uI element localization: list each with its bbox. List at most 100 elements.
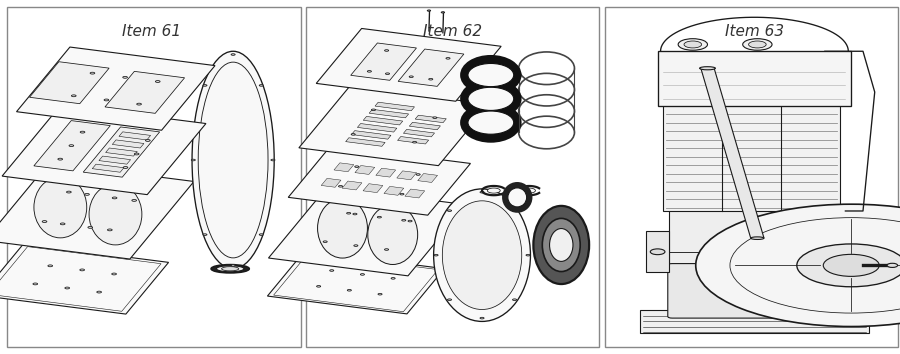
- Ellipse shape: [217, 266, 244, 272]
- Ellipse shape: [462, 80, 520, 118]
- Circle shape: [231, 265, 235, 266]
- Polygon shape: [403, 130, 435, 137]
- Bar: [640, 309, 868, 333]
- Circle shape: [137, 103, 141, 105]
- Polygon shape: [415, 115, 446, 122]
- Circle shape: [317, 286, 320, 287]
- Text: Item 61: Item 61: [122, 24, 181, 39]
- Circle shape: [512, 299, 517, 301]
- Polygon shape: [334, 163, 354, 172]
- Polygon shape: [355, 166, 374, 175]
- FancyBboxPatch shape: [668, 264, 817, 318]
- Circle shape: [441, 12, 445, 13]
- Circle shape: [80, 131, 85, 133]
- Circle shape: [351, 133, 356, 135]
- Circle shape: [329, 270, 334, 271]
- Circle shape: [346, 212, 351, 214]
- Circle shape: [88, 227, 93, 228]
- Circle shape: [48, 265, 52, 267]
- Circle shape: [367, 70, 372, 72]
- Polygon shape: [267, 251, 445, 314]
- Circle shape: [384, 50, 389, 51]
- Circle shape: [112, 197, 117, 199]
- Circle shape: [447, 210, 452, 211]
- Circle shape: [384, 249, 389, 250]
- Ellipse shape: [318, 198, 367, 258]
- Circle shape: [323, 241, 328, 242]
- Circle shape: [433, 117, 436, 119]
- Circle shape: [742, 39, 772, 50]
- Text: Item 62: Item 62: [423, 24, 482, 39]
- Ellipse shape: [550, 229, 573, 261]
- Polygon shape: [410, 122, 440, 130]
- Bar: [605, 7, 898, 347]
- Polygon shape: [398, 49, 464, 86]
- Circle shape: [523, 188, 536, 193]
- Circle shape: [526, 255, 530, 256]
- Polygon shape: [397, 171, 417, 180]
- Ellipse shape: [198, 62, 268, 258]
- Ellipse shape: [508, 188, 526, 207]
- Polygon shape: [342, 181, 362, 190]
- Polygon shape: [83, 127, 159, 177]
- Circle shape: [156, 81, 160, 82]
- Circle shape: [416, 174, 420, 175]
- Polygon shape: [16, 47, 215, 130]
- Circle shape: [887, 263, 897, 267]
- Polygon shape: [375, 102, 415, 111]
- Circle shape: [347, 290, 351, 291]
- Circle shape: [191, 159, 195, 161]
- Circle shape: [730, 218, 900, 313]
- Circle shape: [377, 216, 382, 218]
- Circle shape: [146, 139, 150, 141]
- Circle shape: [355, 166, 359, 167]
- Ellipse shape: [34, 177, 86, 238]
- Polygon shape: [321, 178, 341, 187]
- Ellipse shape: [699, 67, 716, 70]
- Circle shape: [97, 291, 102, 293]
- Polygon shape: [357, 124, 397, 132]
- Circle shape: [512, 210, 517, 211]
- Circle shape: [134, 153, 139, 155]
- Ellipse shape: [89, 184, 142, 245]
- Circle shape: [796, 244, 900, 287]
- Circle shape: [480, 317, 484, 319]
- Polygon shape: [119, 132, 150, 140]
- Circle shape: [123, 167, 128, 169]
- Circle shape: [372, 109, 375, 111]
- Circle shape: [67, 191, 71, 193]
- Circle shape: [684, 41, 702, 48]
- Circle shape: [385, 73, 390, 74]
- Circle shape: [696, 204, 900, 326]
- Bar: [670, 204, 816, 316]
- Polygon shape: [112, 140, 144, 148]
- Polygon shape: [2, 105, 206, 195]
- Ellipse shape: [221, 267, 239, 271]
- Circle shape: [428, 78, 433, 80]
- Circle shape: [42, 221, 47, 222]
- Polygon shape: [99, 156, 130, 164]
- Polygon shape: [93, 164, 124, 172]
- Circle shape: [392, 278, 395, 279]
- Polygon shape: [34, 121, 111, 171]
- Ellipse shape: [503, 183, 531, 212]
- Polygon shape: [352, 131, 391, 139]
- Ellipse shape: [212, 265, 249, 273]
- Circle shape: [480, 192, 484, 193]
- Polygon shape: [701, 68, 764, 239]
- Circle shape: [69, 145, 74, 147]
- Ellipse shape: [751, 237, 764, 239]
- Circle shape: [202, 234, 207, 235]
- Polygon shape: [346, 138, 385, 146]
- Circle shape: [33, 283, 38, 285]
- Polygon shape: [105, 72, 184, 113]
- Circle shape: [446, 58, 450, 59]
- Circle shape: [122, 76, 128, 78]
- Ellipse shape: [192, 51, 274, 269]
- Polygon shape: [351, 43, 417, 80]
- Circle shape: [401, 219, 406, 221]
- Ellipse shape: [368, 205, 418, 264]
- Circle shape: [447, 299, 452, 301]
- Polygon shape: [288, 145, 471, 215]
- Polygon shape: [30, 62, 109, 104]
